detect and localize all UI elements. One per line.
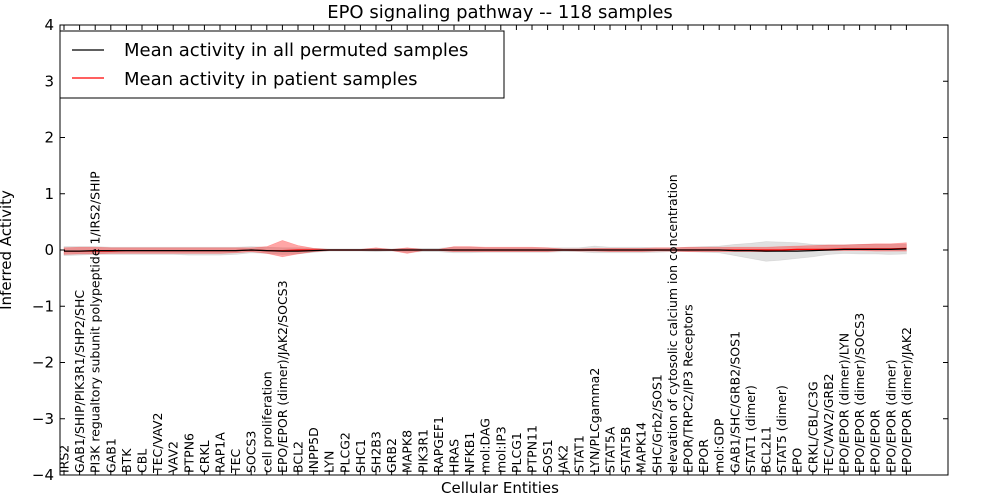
x-tick-label: CRKL/CBL/C3G [805,381,820,473]
x-tick-label: CBL [135,449,150,473]
x-tick-label: STAT1 (dimer) [743,385,758,473]
x-tick-label: PTPN11 [525,425,540,473]
x-tick-label: TEC [228,448,243,474]
x-tick-label: EPO/EPOR (dimer)/LYN [837,333,852,473]
chart-title: EPO signaling pathway -- 118 samples [327,2,673,23]
x-tick-label: SHC/Grb2/SOS1 [649,374,664,473]
x-tick-label: EPO/EPOR (dimer) [883,359,898,473]
legend-box [59,30,505,99]
x-tick-label: mol:DAG [478,418,493,473]
x-tick-label: GAB1 [103,438,118,473]
x-tick-label: TEC/VAV2/GRB2 [821,373,836,474]
x-tick-label: LYN/PLCgamma2 [587,368,602,473]
x-tick-label: cell proliferation [259,371,274,473]
x-tick-label: EPO/EPOR (dimer)/JAK2 [899,327,914,473]
x-tick-label: PLCG2 [337,432,352,473]
lines-layer [64,247,907,252]
x-tick-label: BCL2L1 [759,426,774,473]
x-tick-label: TEC/VAV2 [150,413,165,474]
y-tick-label: 3 [44,72,54,90]
x-tick-label: PIK3R1 [415,429,430,473]
x-tick-label: STAT1 [571,435,586,473]
y-tick-label: −3 [32,410,54,428]
x-tick-label: NFKB1 [462,432,477,473]
x-tick-label: SOCS3 [244,431,259,473]
x-tick-label: LYN [322,451,337,473]
x-tick-label: EPOR [696,439,711,473]
x-axis-label: Cellular Entities [441,479,559,497]
y-tick-label: 0 [44,241,54,259]
y-tick-label: −2 [32,354,54,372]
x-tick-label: STAT5A [603,426,618,473]
x-tick-label: BCL2 [291,441,306,473]
x-tick-label: EPO/EPOR (dimer)/JAK2/SOCS3 [275,280,290,473]
x-tick-label: RAP1A [213,432,228,473]
x-tick-label: HRAS [447,439,462,473]
x-tick-label: EPO/EPOR [868,409,883,473]
y-axis-label: Inferred Activity [0,190,15,310]
x-tick-label: VAV2 [166,441,181,473]
y-axis-ticks: −4 −3 −2 −1 0 1 2 3 4 [32,16,948,484]
x-tick-label: mol:GDP [712,418,727,473]
permuted-range-band [63,241,907,262]
y-tick-label: −4 [32,466,54,484]
x-tick-label: SOS1 [540,439,555,473]
y-tick-label: 2 [44,129,54,147]
x-tick-label: BTK [119,448,134,473]
x-tick-label: PI3K regualtory subunit polypeptide 1/IR… [88,171,103,473]
x-tick-label: PLCG1 [509,432,524,473]
y-tick-label: 1 [44,185,54,203]
x-tick-label: GAB1/SHC/GRB2/SOS1 [727,331,742,473]
x-tick-label: SH2B3 [369,431,384,473]
x-tick-label: MAPK14 [634,422,649,473]
x-tick-label: SHC1 [353,439,368,473]
permuted-mean-line [64,248,907,252]
x-tick-label: CRKL [197,440,212,473]
x-tick-label: EPO [790,448,805,473]
legend-label-patient: Mean activity in patient samples [124,69,418,90]
legend-label-permuted: Mean activity in all permuted samples [124,40,468,61]
x-tick-label: MAPK8 [400,430,415,473]
x-tick-label: GRB2 [384,438,399,473]
x-tick-label: EPO/EPOR (dimer)/SOCS3 [852,313,867,473]
x-tick-label: mol:IP3 [493,426,508,473]
y-tick-label: −1 [32,297,54,315]
x-tick-label: INPP5D [306,427,321,473]
x-tick-label: JAK2 [556,445,571,474]
x-tick-label: EPOR/TRPC2/IP3 Receptors [681,304,696,473]
legend: Mean activity in all permuted samples Me… [59,30,505,99]
x-tick-label: STAT5B [618,427,633,473]
x-tick-label: PTPN6 [181,433,196,473]
x-tick-label: IRS2 [57,445,72,473]
x-tick-label: STAT5 (dimer) [774,385,789,473]
y-tick-label: 4 [44,16,54,34]
x-axis-ticks: IRS2 GAB1/SHIP/PIK3R1/SHP2/SHC PI3K regual… [57,25,914,475]
x-tick-label: RAPGEF1 [431,416,446,473]
x-tick-label: elevation of cytosolic calcium ion conce… [665,174,680,473]
x-tick-label: GAB1/SHIP/PIK3R1/SHP2/SHC [72,290,87,473]
